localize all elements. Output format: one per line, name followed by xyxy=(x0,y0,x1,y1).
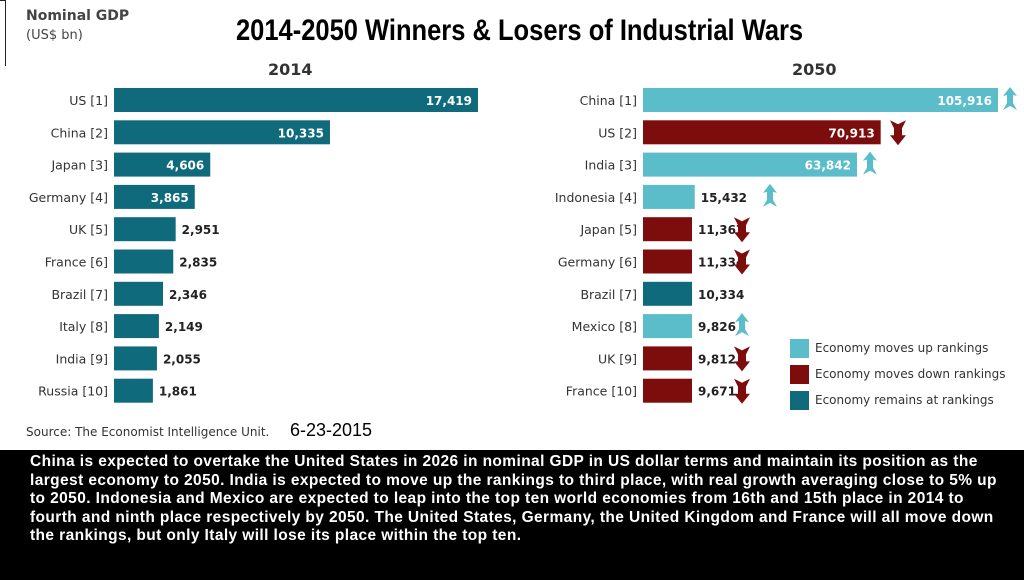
bar xyxy=(114,120,330,145)
bar xyxy=(643,378,692,403)
arrow-up-icon xyxy=(863,151,877,175)
value-label: 10,334 xyxy=(698,288,744,302)
category-label: Japan [5] xyxy=(579,222,637,237)
category-label: UK [9] xyxy=(598,351,637,366)
category-label: Italy [8] xyxy=(59,319,108,334)
arrow-down-icon xyxy=(734,346,750,372)
arrow-down-icon xyxy=(734,249,750,275)
category-label: Brazil [7] xyxy=(51,287,108,302)
legend-label: Economy moves down rankings xyxy=(815,367,1006,381)
legend-swatch xyxy=(790,390,809,410)
legend-item-up: Economy moves up rankings xyxy=(790,335,1006,361)
value-label: 15,432 xyxy=(701,191,747,205)
category-label: UK [5] xyxy=(69,222,108,237)
value-label: 2,951 xyxy=(182,223,220,237)
page-title: 2014-2050 Winners & Losers of Industrial… xyxy=(236,14,804,47)
bar xyxy=(114,378,153,403)
category-label: US [2] xyxy=(598,125,637,140)
value-label: 63,842 xyxy=(805,159,851,173)
unit-subtitle: (US$ bn) xyxy=(26,28,83,43)
bar xyxy=(643,120,881,145)
category-label: India [3] xyxy=(585,158,637,173)
value-label: 17,419 xyxy=(426,94,472,108)
bar xyxy=(114,249,174,274)
bar xyxy=(643,217,692,242)
value-label: 9,826 xyxy=(698,320,736,334)
category-label: India [9] xyxy=(56,351,108,366)
value-label: 1,861 xyxy=(159,385,197,399)
legend-swatch xyxy=(790,338,809,358)
value-label: 3,865 xyxy=(151,191,189,205)
bar xyxy=(643,346,692,371)
value-label: 2,055 xyxy=(163,352,201,366)
bar xyxy=(643,314,692,339)
bar xyxy=(643,88,998,112)
chart-title-2050: 2050 xyxy=(792,60,837,79)
value-label: 4,606 xyxy=(166,159,204,173)
legend-item-down: Economy moves down rankings xyxy=(790,361,1006,387)
arrow-down-icon xyxy=(734,378,750,404)
category-label: Germany [4] xyxy=(29,190,108,205)
value-label: 9,812 xyxy=(698,352,736,366)
value-label: 11,367 xyxy=(698,223,744,237)
legend: Economy moves up rankings Economy moves d… xyxy=(790,335,1006,413)
value-label: 10,335 xyxy=(278,126,324,140)
category-label: China [1] xyxy=(580,93,637,108)
legend-swatch xyxy=(790,364,809,384)
frame-border xyxy=(0,0,6,66)
arrow-down-icon xyxy=(734,217,750,243)
caption-text: China is expected to overtake the United… xyxy=(0,450,1024,580)
bar xyxy=(114,184,195,209)
source-note: Source: The Economist Intelligence Unit. xyxy=(26,425,270,439)
category-label: France [6] xyxy=(45,255,108,270)
legend-item-same: Economy remains at rankings xyxy=(790,387,1006,413)
category-label: France [10] xyxy=(566,384,637,399)
value-label: 11,334 xyxy=(698,256,744,270)
value-label: 105,916 xyxy=(937,94,992,108)
category-label: Indonesia [4] xyxy=(555,190,637,205)
arrow-up-icon xyxy=(735,313,749,337)
category-label: China [2] xyxy=(51,125,108,140)
legend-label: Economy remains at rankings xyxy=(815,393,994,407)
category-label: Germany [6] xyxy=(558,255,637,270)
category-label: Japan [3] xyxy=(50,158,108,173)
bar xyxy=(643,152,857,177)
category-label: Brazil [7] xyxy=(580,287,637,302)
bar xyxy=(643,184,695,209)
bar xyxy=(114,281,164,306)
bar xyxy=(114,152,211,177)
date-label: 6-23-2015 xyxy=(290,420,373,440)
chart-title-2014: 2014 xyxy=(268,60,313,79)
value-label: 2,149 xyxy=(165,320,203,334)
arrow-up-icon xyxy=(763,183,777,207)
value-label: 9,671 xyxy=(698,385,736,399)
arrow-up-icon xyxy=(1003,87,1017,110)
bar xyxy=(114,217,176,242)
bar xyxy=(114,346,157,371)
bar xyxy=(643,249,692,274)
category-label: Mexico [8] xyxy=(572,319,637,334)
legend-label: Economy moves up rankings xyxy=(815,341,989,355)
value-label: 2,346 xyxy=(169,288,207,302)
category-label: US [1] xyxy=(69,93,108,108)
charts-svg: US [1] 17,419 China [2] 10,335 Japan [3] 4,60… xyxy=(29,87,1017,404)
category-label: Russia [10] xyxy=(38,384,108,399)
bar xyxy=(114,88,478,112)
unit-title: Nominal GDP xyxy=(26,8,130,24)
value-label: 70,913 xyxy=(828,126,874,140)
bar xyxy=(114,314,159,339)
value-label: 2,835 xyxy=(179,256,217,270)
arrow-down-icon xyxy=(890,120,906,146)
bar xyxy=(643,281,692,306)
